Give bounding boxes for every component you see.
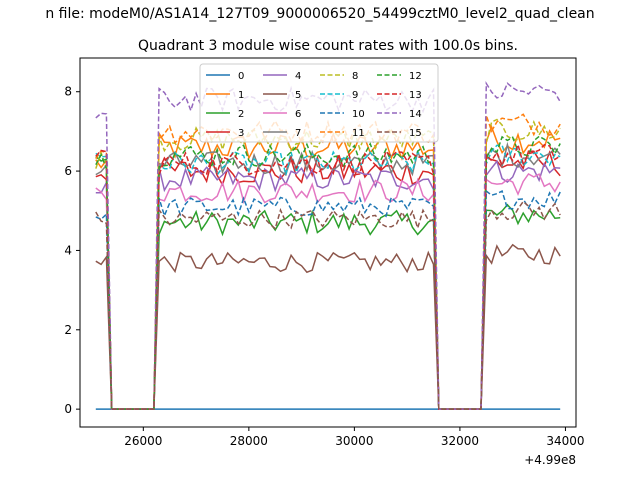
series-line-15 [95, 200, 561, 410]
series-line-6 [95, 173, 561, 410]
legend-label-2: 2 [238, 109, 244, 120]
y-tick-label: 6 [64, 164, 72, 178]
y-axis: 0 2 4 6 8 [64, 85, 80, 416]
x-axis: 26000 28000 30000 32000 34000 [124, 427, 585, 448]
legend-label-8: 8 [352, 71, 358, 82]
x-tick-label: 28000 [230, 434, 268, 448]
y-tick-label: 0 [64, 402, 72, 416]
series-layer [95, 80, 561, 410]
legend-label-14: 14 [409, 109, 422, 120]
series-line-2 [95, 155, 561, 410]
series-line-5 [95, 243, 561, 410]
series-line-14 [95, 80, 561, 410]
y-tick-label: 2 [64, 323, 72, 337]
legend-label-12: 12 [409, 71, 422, 82]
legend-label-11: 11 [352, 128, 365, 139]
y-tick-label: 8 [64, 85, 72, 99]
legend-label-9: 9 [352, 90, 358, 101]
x-tick-label: 34000 [546, 434, 584, 448]
legend-label-4: 4 [295, 71, 301, 82]
legend-box [199, 63, 439, 143]
chart-title: Quadrant 3 module wise count rates with … [138, 38, 518, 54]
plot-frame [79, 57, 577, 428]
legend-label-13: 13 [409, 90, 422, 101]
legend-label-10: 10 [352, 109, 365, 120]
legend-label-7: 7 [295, 128, 301, 139]
x-tick-label: 30000 [335, 434, 373, 448]
x-tick-label: 32000 [441, 434, 479, 448]
legend-label-5: 5 [295, 90, 301, 101]
figure-suptitle: n file: modeM0/AS1A14_127T09_9000006520_… [45, 6, 594, 22]
y-tick-label: 4 [64, 243, 72, 257]
x-tick-label: 26000 [124, 434, 162, 448]
legend-label-3: 3 [238, 128, 244, 139]
legend-label-1: 1 [238, 90, 244, 101]
x-offset-label: +4.99e8 [524, 453, 576, 467]
legend-label-15: 15 [409, 128, 422, 139]
legend-label-0: 0 [238, 71, 244, 82]
legend-label-6: 6 [295, 109, 301, 120]
